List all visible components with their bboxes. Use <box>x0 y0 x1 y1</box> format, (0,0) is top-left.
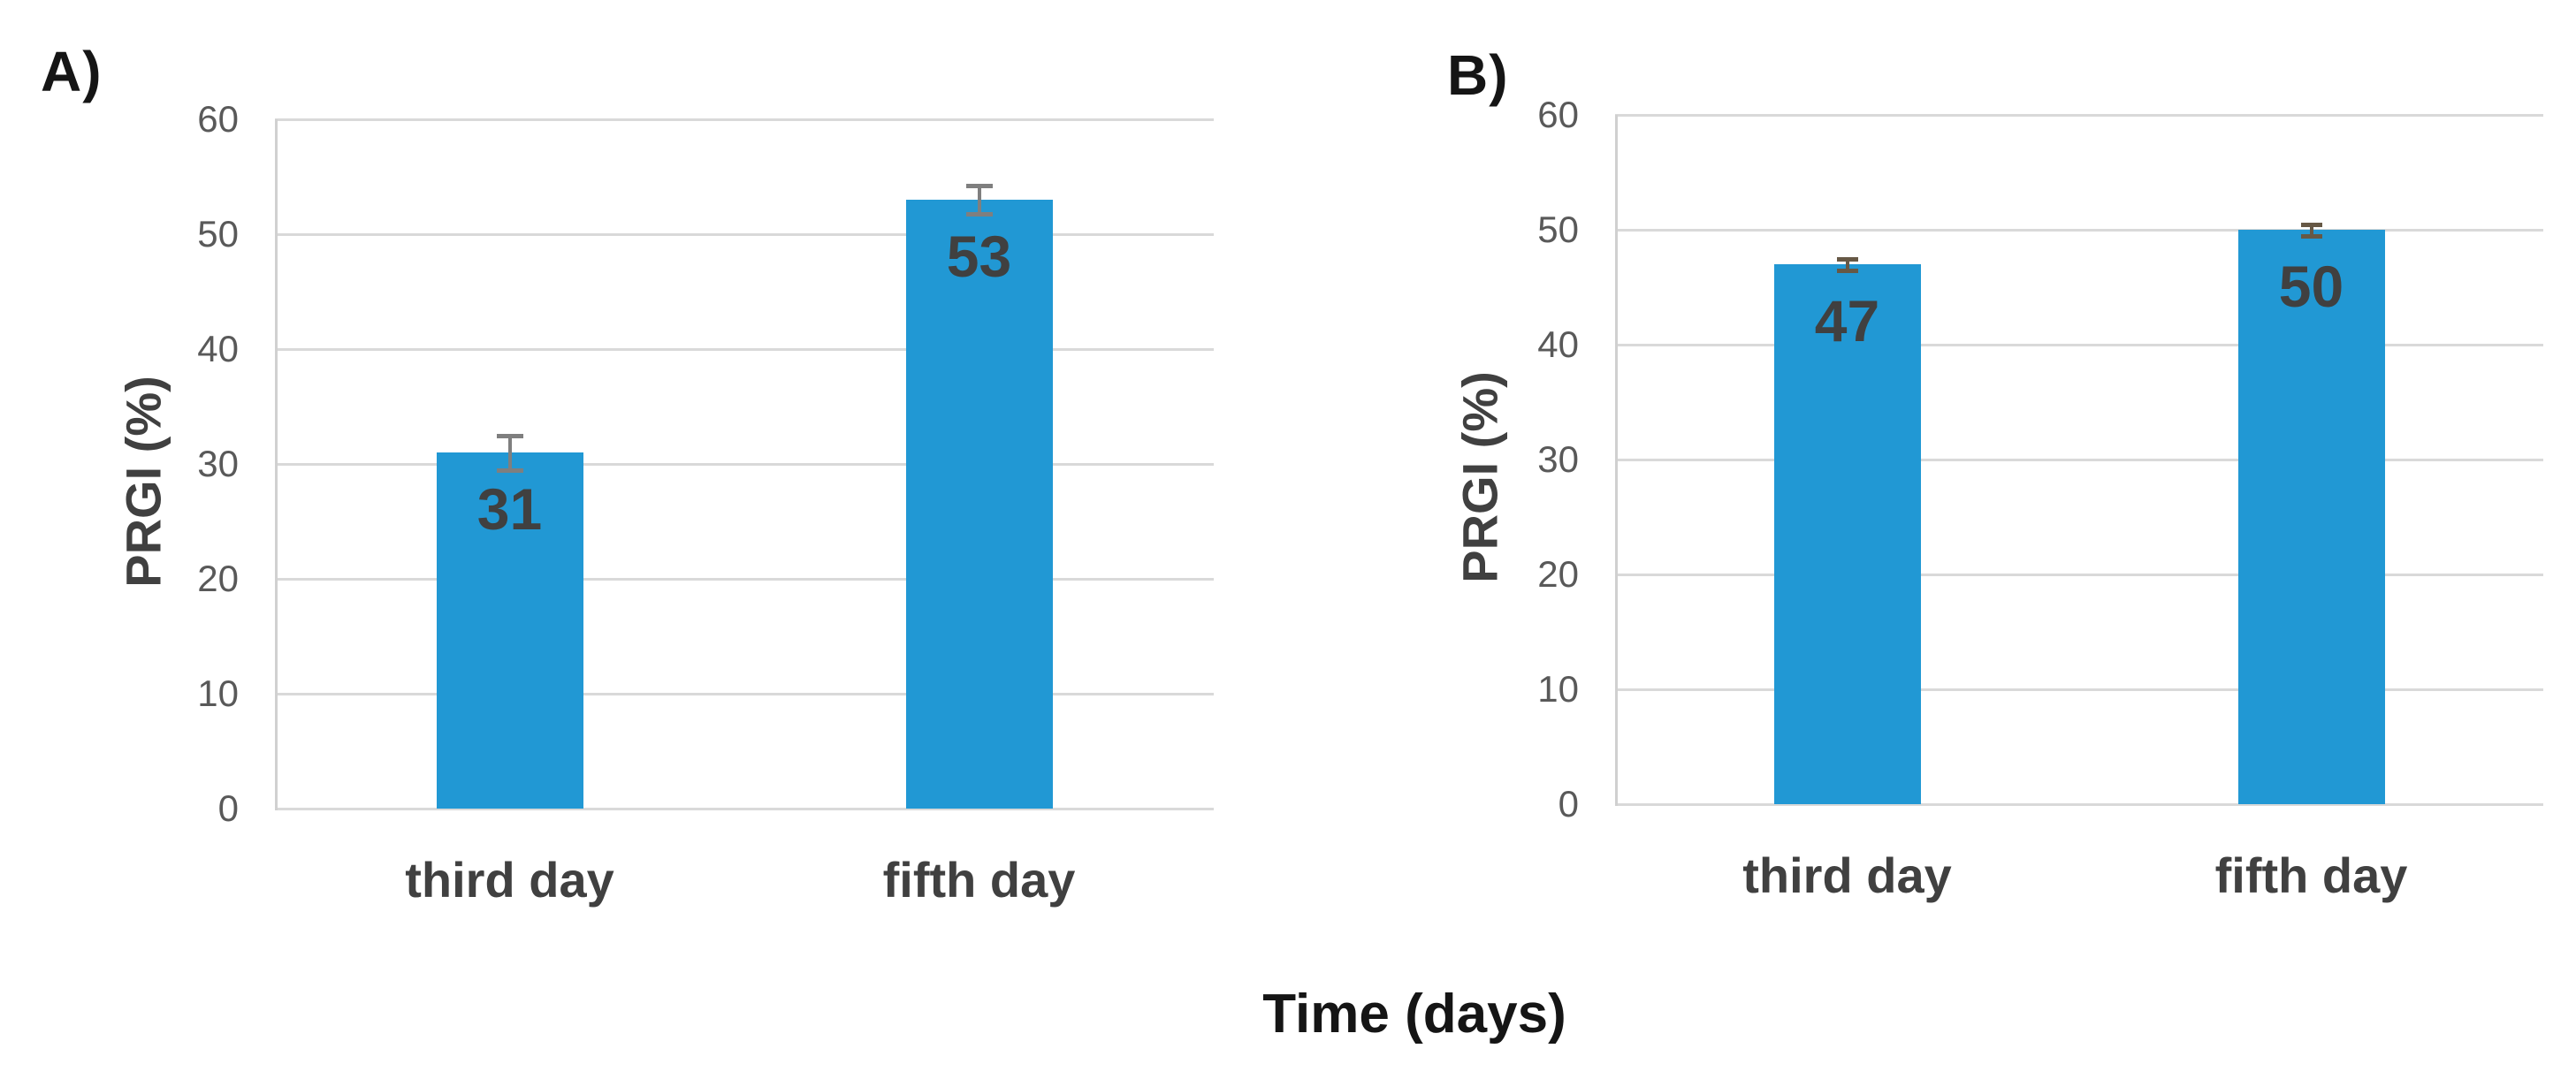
y-axis-line <box>1615 115 1618 806</box>
gridline-20 <box>275 578 1214 581</box>
gridline-60 <box>275 118 1214 121</box>
x-axis-title: Time (days) <box>1262 984 1566 1045</box>
error-bar-fifth-day <box>2309 224 2313 236</box>
error-bar-cap-top <box>496 433 523 438</box>
bar-fifth-day <box>2237 230 2385 804</box>
y-tick-label-40: 40 <box>1537 323 1579 365</box>
gridline-0 <box>275 808 1214 810</box>
x-tick-label-third-day: third day <box>1742 847 1952 903</box>
y-tick-label-10: 10 <box>197 672 239 714</box>
x-tick-label-fifth-day: fifth day <box>882 852 1076 908</box>
gridline-30 <box>1615 459 2543 461</box>
y-tick-label-10: 10 <box>1537 668 1579 710</box>
bar-fifth-day <box>905 200 1053 809</box>
panel-label-a: A) <box>41 40 103 103</box>
x-tick-label-fifth-day: fifth day <box>2214 847 2408 903</box>
y-tick-label-60: 60 <box>197 98 239 140</box>
y-axis-title: PRGI (%) <box>1452 371 1508 583</box>
error-bar-cap-top <box>1836 256 1858 262</box>
y-tick-label-50: 50 <box>1537 209 1579 250</box>
y-tick-label-60: 60 <box>1537 94 1579 135</box>
gridline-40 <box>275 348 1214 351</box>
y-tick-label-20: 20 <box>1537 553 1579 595</box>
error-bar-cap-bottom <box>965 211 993 217</box>
gridline-10 <box>275 693 1214 695</box>
gridline-10 <box>1615 688 2543 691</box>
y-tick-label-0: 0 <box>217 787 239 829</box>
y-axis-title: PRGI (%) <box>115 376 171 588</box>
bar-third-day <box>436 452 583 809</box>
bar-value-label-third-day: 31 <box>476 476 543 542</box>
error-bar-third-day <box>507 435 512 470</box>
x-tick-label-third-day: third day <box>405 852 614 908</box>
y-tick-label-0: 0 <box>1558 783 1579 824</box>
y-axis-line <box>275 119 278 810</box>
error-bar-cap-top <box>2300 222 2322 227</box>
gridline-40 <box>1615 344 2543 346</box>
error-bar-cap-bottom <box>1836 268 1858 273</box>
gridline-60 <box>1615 114 2543 117</box>
error-bar-cap-bottom <box>496 467 523 473</box>
bar-value-label-third-day: 47 <box>1814 288 1880 353</box>
error-bar-third-day <box>1845 258 1849 270</box>
gridline-50 <box>275 233 1214 236</box>
gridline-50 <box>1615 229 2543 232</box>
error-bar-cap-bottom <box>2300 233 2322 239</box>
y-tick-label-50: 50 <box>197 213 239 255</box>
gridline-30 <box>275 463 1214 466</box>
y-tick-label-40: 40 <box>197 328 239 369</box>
y-tick-label-20: 20 <box>197 558 239 599</box>
bar-value-label-fifth-day: 50 <box>2278 254 2344 319</box>
panel-label-b: B) <box>1447 43 1509 107</box>
y-tick-label-30: 30 <box>1537 438 1579 480</box>
bar-third-day <box>1773 264 1921 804</box>
bar-value-label-fifth-day: 53 <box>946 224 1012 289</box>
error-bar-cap-top <box>965 184 993 189</box>
error-bar-fifth-day <box>977 186 981 214</box>
gridline-0 <box>1615 803 2543 806</box>
gridline-20 <box>1615 574 2543 576</box>
y-tick-label-30: 30 <box>197 443 239 484</box>
